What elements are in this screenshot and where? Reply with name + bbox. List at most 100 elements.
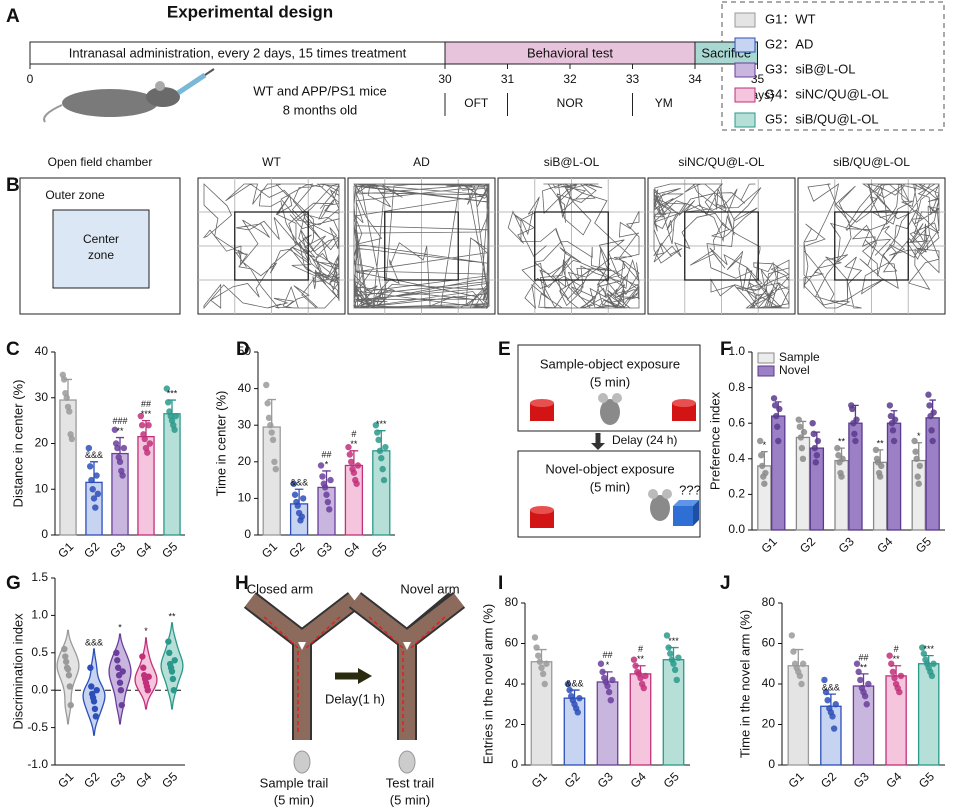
legend-box — [721, 1, 945, 131]
data-point — [853, 416, 860, 423]
data-point — [814, 437, 822, 445]
y-axis-label: Discrimination index — [10, 613, 25, 730]
panel-label: C — [6, 339, 20, 360]
data-point — [345, 443, 352, 451]
significance: ** — [877, 438, 885, 448]
data-point — [164, 399, 172, 406]
y-axis-label: Entries in the novel arm (%) — [480, 604, 495, 764]
arena-center — [834, 211, 909, 281]
data-point — [889, 427, 897, 434]
legend-swatch — [757, 352, 775, 364]
y-tick-label: 1.0 — [31, 608, 48, 622]
legend-label: G5：siB/QU@L-OL — [765, 111, 879, 126]
data-point — [140, 664, 147, 671]
data-point — [163, 385, 171, 392]
track — [653, 183, 790, 309]
data-point — [91, 705, 99, 713]
data-point — [118, 701, 126, 709]
data-point — [574, 709, 581, 716]
significance: * — [144, 626, 148, 636]
arena-title: siB/QU@L-OL — [833, 155, 910, 169]
data-point — [146, 440, 154, 447]
timeline-label: Intranasal administration, every 2 days,… — [69, 45, 407, 60]
data-point — [116, 679, 124, 686]
data-point — [761, 480, 768, 487]
significance: *** — [376, 419, 387, 429]
data-point — [776, 405, 783, 413]
data-point — [642, 672, 649, 680]
y-tick-label: 80 — [505, 595, 519, 609]
y-tick-label: -1.0 — [27, 757, 48, 771]
h-text: Test trail — [386, 775, 435, 790]
significance: ## — [602, 650, 612, 660]
data-point — [346, 451, 354, 458]
bar — [917, 663, 940, 766]
data-point — [141, 435, 148, 443]
y-tick-label: 0.8 — [728, 380, 745, 394]
data-point — [800, 428, 808, 436]
y-tick-label: 0.5 — [31, 645, 48, 659]
panel-label: A — [6, 6, 20, 27]
y-tick-label: 0.6 — [728, 415, 745, 429]
center-zone-label: Center — [83, 232, 119, 246]
data-point — [172, 412, 180, 420]
data-point — [144, 449, 151, 456]
significance: ** — [637, 654, 645, 664]
data-point — [116, 458, 124, 465]
panel-label: I — [498, 573, 503, 594]
legend-swatch — [734, 37, 756, 53]
data-point — [264, 400, 271, 407]
data-point — [114, 664, 122, 671]
timeline-tick-label: 30 — [438, 72, 452, 86]
bar — [795, 436, 811, 531]
h-text: (5 min) — [274, 792, 314, 807]
data-point — [663, 632, 671, 639]
data-point — [111, 426, 119, 433]
y-tick-label: 0 — [511, 757, 518, 771]
arena-center — [384, 211, 459, 281]
significance: &&& — [565, 678, 583, 688]
data-point — [829, 713, 836, 720]
data-point — [799, 455, 807, 462]
data-point — [671, 666, 679, 674]
data-point — [87, 664, 94, 671]
data-point — [119, 668, 126, 675]
data-point — [834, 444, 841, 452]
significance: ** — [893, 654, 901, 664]
y-tick-label: 40 — [238, 381, 252, 395]
y-tick-label: 30 — [238, 417, 252, 431]
data-point — [374, 429, 381, 436]
bar — [372, 450, 391, 536]
y-tick-label: 60 — [762, 636, 776, 650]
data-point — [886, 402, 894, 409]
y-tick-label: 20 — [35, 436, 49, 450]
significance: *** — [141, 409, 152, 419]
y-tick-label: 0 — [244, 527, 251, 541]
data-point — [120, 444, 128, 452]
data-point — [926, 402, 933, 409]
data-point — [675, 654, 682, 661]
e-text: (5 min) — [590, 479, 630, 494]
data-point — [326, 506, 333, 513]
y-tick-label: 40 — [505, 676, 519, 690]
data-point — [535, 652, 542, 659]
design-title: Experimental design — [167, 2, 333, 21]
center-zone-label: zone — [88, 248, 114, 262]
error-bar — [115, 436, 125, 454]
legend-swatch — [734, 62, 756, 78]
y-tick-label: 10 — [238, 491, 252, 505]
legend-label: G2：AD — [765, 36, 813, 51]
significance: ** — [860, 662, 868, 672]
panel-label: F — [720, 339, 732, 360]
data-point — [799, 660, 807, 667]
bar — [530, 661, 553, 766]
data-point — [323, 491, 330, 498]
panel-label: J — [720, 573, 731, 594]
significance: ** — [116, 426, 124, 436]
e-text: Delay (24 h) — [612, 433, 677, 447]
significance: * — [118, 622, 122, 632]
data-point — [114, 657, 121, 664]
timeline-tick-label: 32 — [563, 72, 577, 86]
violin — [108, 633, 132, 725]
bar — [262, 426, 281, 536]
